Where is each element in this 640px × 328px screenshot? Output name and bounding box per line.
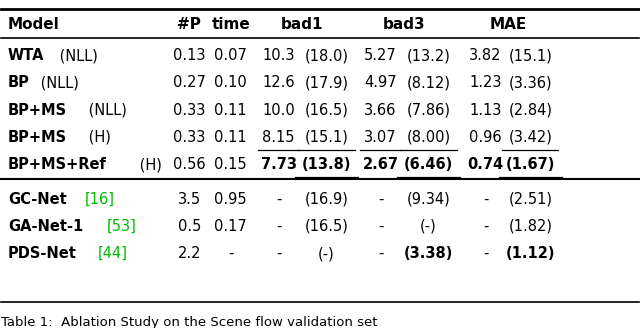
Text: (6.46): (6.46) (404, 157, 453, 172)
Text: (H): (H) (135, 157, 162, 172)
Text: (16.9): (16.9) (305, 192, 348, 207)
Text: (3.38): (3.38) (404, 246, 453, 261)
Text: (3.42): (3.42) (508, 130, 552, 145)
Text: BP: BP (8, 75, 29, 91)
Text: 4.97: 4.97 (364, 75, 397, 91)
Text: 0.11: 0.11 (214, 103, 247, 118)
Text: time: time (211, 16, 250, 31)
Text: 0.96: 0.96 (469, 130, 502, 145)
Text: [16]: [16] (85, 192, 115, 207)
Text: 0.95: 0.95 (214, 192, 247, 207)
Text: (-): (-) (420, 219, 436, 234)
Text: 0.07: 0.07 (214, 48, 247, 63)
Text: GC-Net: GC-Net (8, 192, 67, 207)
Text: 1.23: 1.23 (469, 75, 502, 91)
Text: (13.8): (13.8) (301, 157, 351, 172)
Text: (16.5): (16.5) (305, 103, 348, 118)
Text: (3.36): (3.36) (508, 75, 552, 91)
Text: 0.11: 0.11 (214, 130, 247, 145)
Text: 2.67: 2.67 (362, 157, 399, 172)
Text: 3.07: 3.07 (364, 130, 397, 145)
Text: (1.82): (1.82) (508, 219, 552, 234)
Text: 8.15: 8.15 (262, 130, 295, 145)
Text: (15.1): (15.1) (508, 48, 552, 63)
Text: 3.82: 3.82 (469, 48, 502, 63)
Text: (2.51): (2.51) (508, 192, 552, 207)
Text: [53]: [53] (106, 219, 136, 234)
Text: 0.56: 0.56 (173, 157, 205, 172)
Text: (1.67): (1.67) (506, 157, 555, 172)
Text: (8.00): (8.00) (406, 130, 451, 145)
Text: (NLL): (NLL) (54, 48, 97, 63)
Text: -: - (228, 246, 234, 261)
Text: 0.33: 0.33 (173, 130, 205, 145)
Text: 2.2: 2.2 (178, 246, 201, 261)
Text: -: - (378, 246, 383, 261)
Text: (NLL): (NLL) (36, 75, 79, 91)
Text: 0.74: 0.74 (468, 157, 504, 172)
Text: Model: Model (8, 16, 60, 31)
Text: (-): (-) (318, 246, 335, 261)
Text: -: - (378, 192, 383, 207)
Text: #P: #P (177, 16, 202, 31)
Text: (8.12): (8.12) (406, 75, 451, 91)
Text: -: - (276, 192, 281, 207)
Text: 0.13: 0.13 (173, 48, 205, 63)
Text: GA-Net-1: GA-Net-1 (8, 219, 83, 234)
Text: bad3: bad3 (383, 16, 426, 31)
Text: -: - (483, 219, 488, 234)
Text: WTA: WTA (8, 48, 44, 63)
Text: 10.0: 10.0 (262, 103, 295, 118)
Text: (13.2): (13.2) (406, 48, 451, 63)
Text: 3.66: 3.66 (364, 103, 397, 118)
Text: 3.5: 3.5 (178, 192, 201, 207)
Text: (H): (H) (84, 130, 111, 145)
Text: BP+MS: BP+MS (8, 103, 67, 118)
Text: [44]: [44] (98, 246, 128, 261)
Text: (9.34): (9.34) (406, 192, 450, 207)
Text: (NLL): (NLL) (84, 103, 127, 118)
Text: (17.9): (17.9) (305, 75, 348, 91)
Text: (1.12): (1.12) (506, 246, 555, 261)
Text: -: - (276, 219, 281, 234)
Text: (15.1): (15.1) (305, 130, 348, 145)
Text: 5.27: 5.27 (364, 48, 397, 63)
Text: 0.10: 0.10 (214, 75, 247, 91)
Text: -: - (378, 219, 383, 234)
Text: (7.86): (7.86) (406, 103, 451, 118)
Text: 0.15: 0.15 (214, 157, 247, 172)
Text: -: - (483, 192, 488, 207)
Text: 7.73: 7.73 (260, 157, 296, 172)
Text: MAE: MAE (490, 16, 527, 31)
Text: 0.33: 0.33 (173, 103, 205, 118)
Text: 0.5: 0.5 (178, 219, 201, 234)
Text: 0.27: 0.27 (173, 75, 206, 91)
Text: PDS-Net: PDS-Net (8, 246, 77, 261)
Text: (16.5): (16.5) (305, 219, 348, 234)
Text: Table 1:  Ablation Study on the Scene flow validation set: Table 1: Ablation Study on the Scene flo… (1, 316, 378, 328)
Text: 0.17: 0.17 (214, 219, 247, 234)
Text: 12.6: 12.6 (262, 75, 295, 91)
Text: -: - (276, 246, 281, 261)
Text: (18.0): (18.0) (305, 48, 348, 63)
Text: bad1: bad1 (281, 16, 324, 31)
Text: BP+MS: BP+MS (8, 130, 67, 145)
Text: 10.3: 10.3 (262, 48, 295, 63)
Text: -: - (483, 246, 488, 261)
Text: 1.13: 1.13 (470, 103, 502, 118)
Text: (2.84): (2.84) (508, 103, 552, 118)
Text: BP+MS+Ref: BP+MS+Ref (8, 157, 107, 172)
